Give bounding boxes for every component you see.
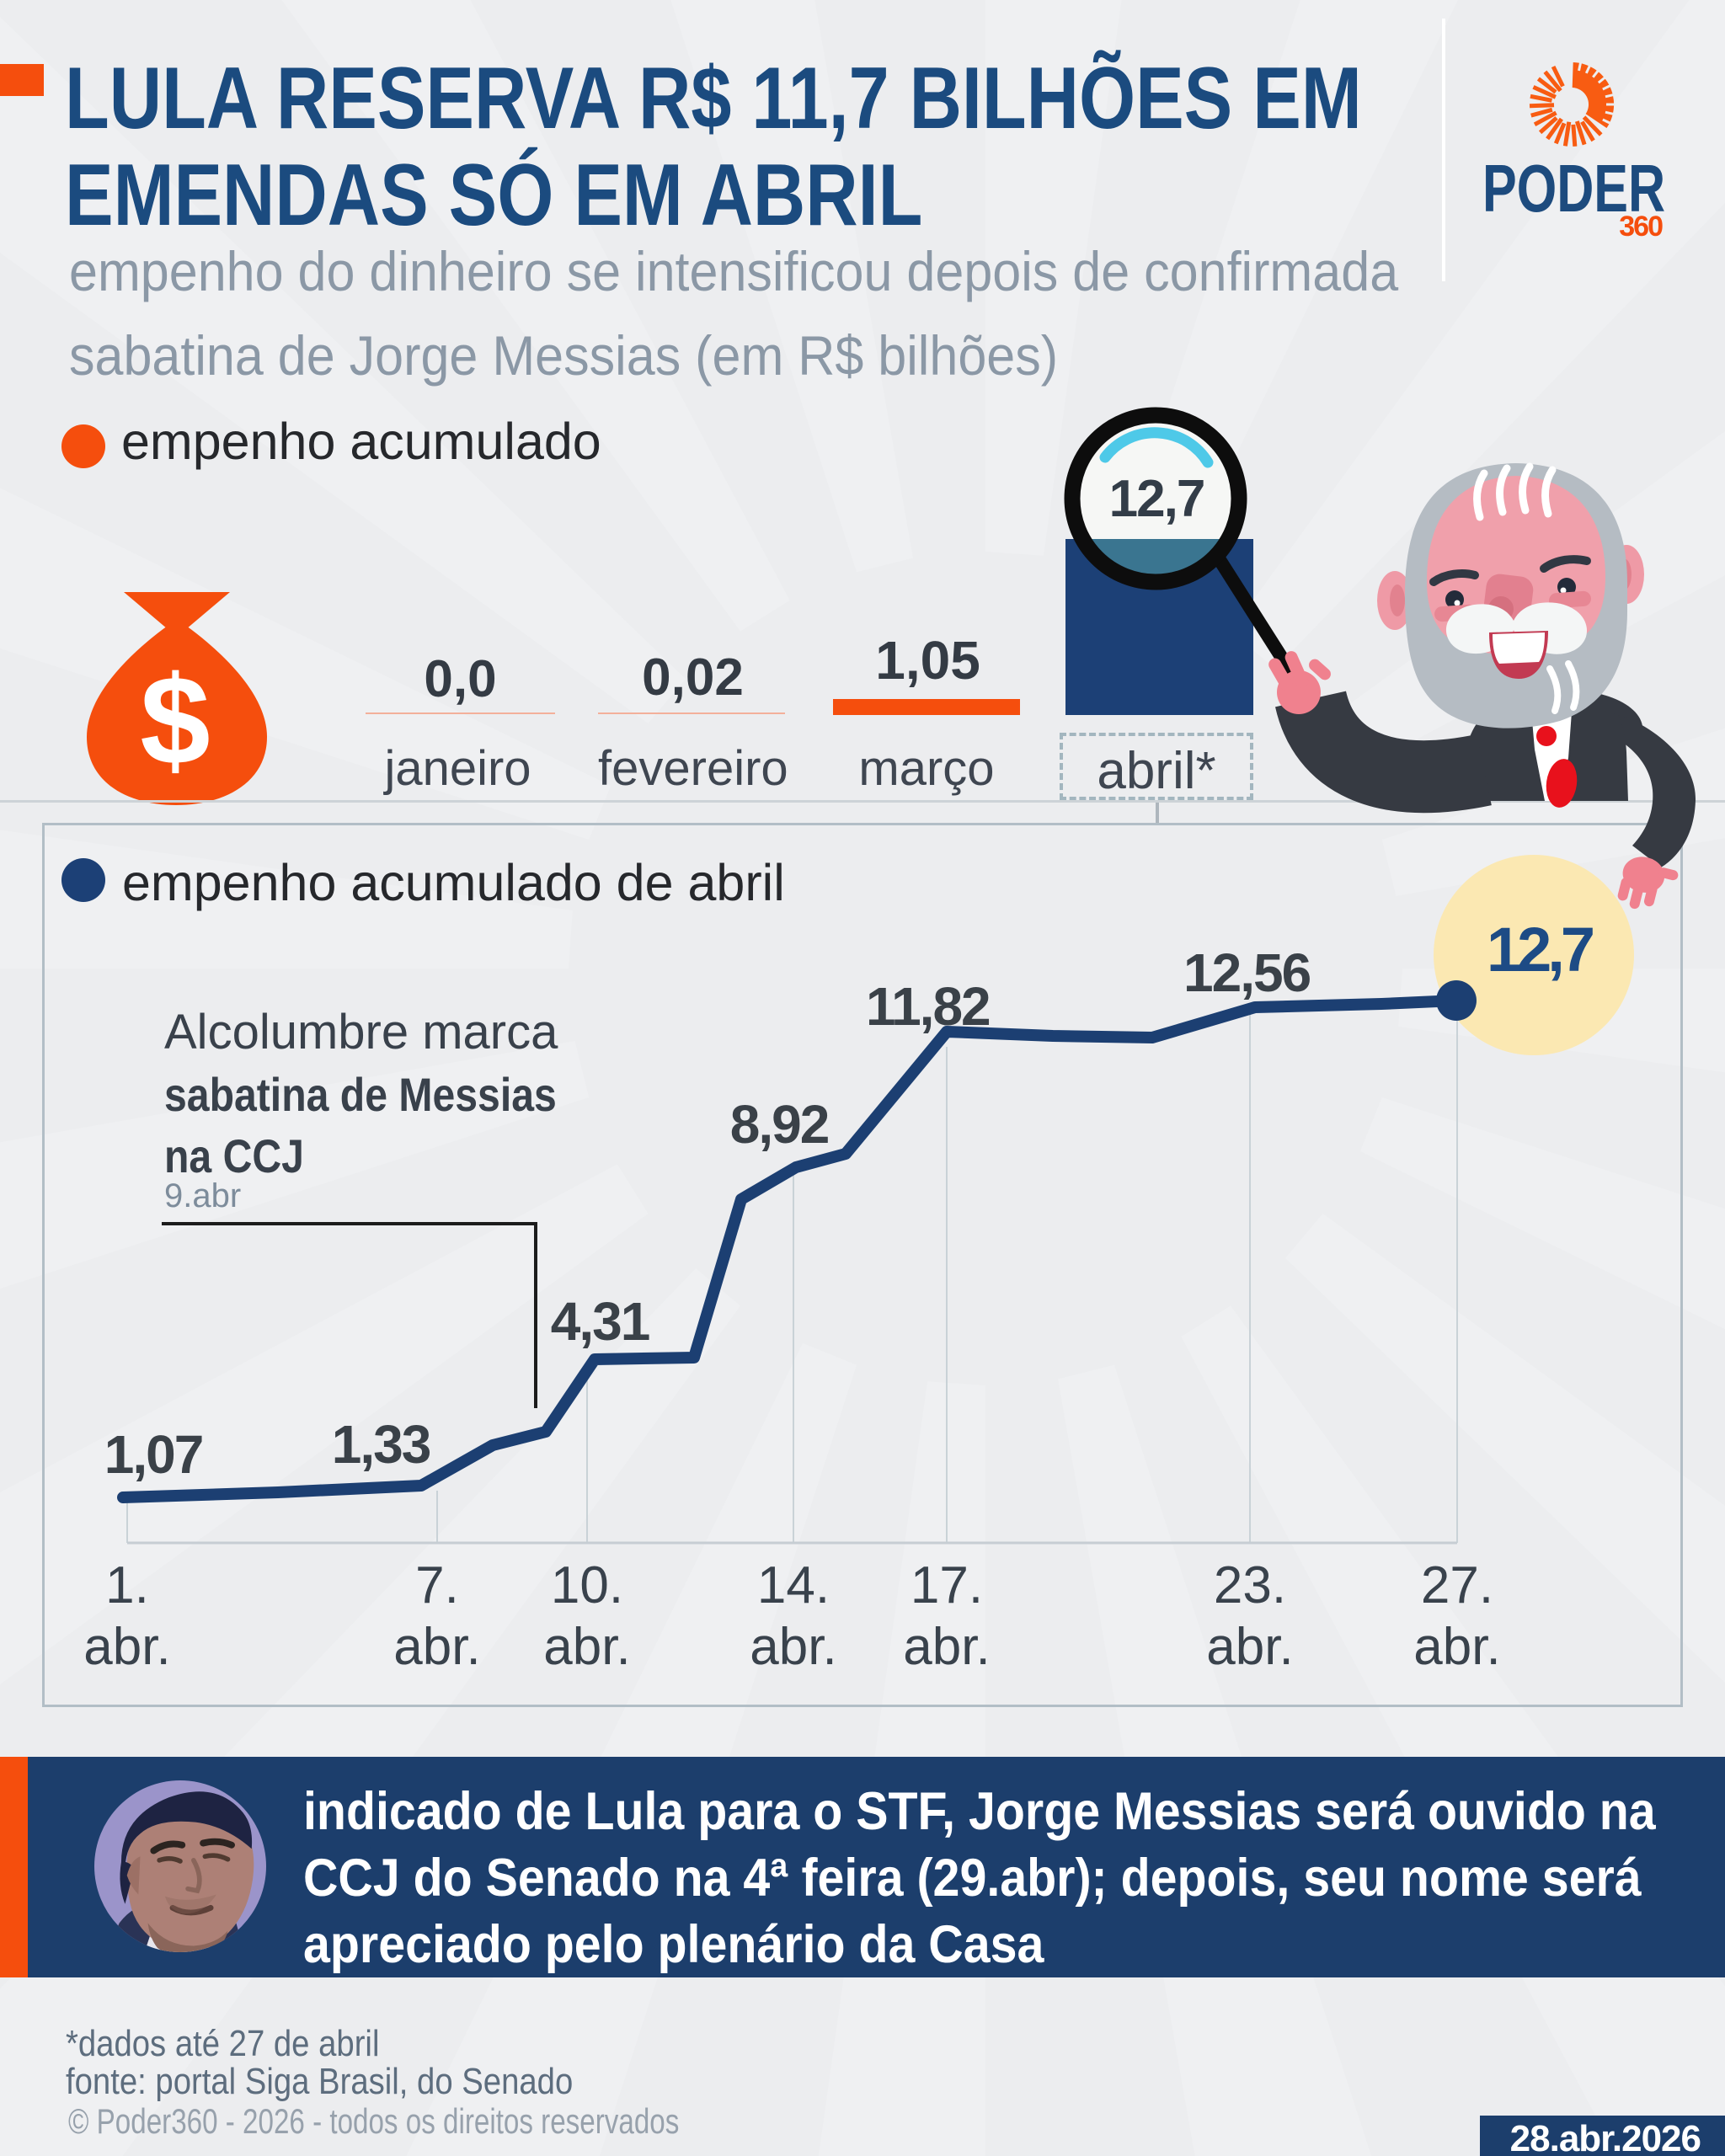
svg-text:12,7: 12,7 [1109, 470, 1204, 528]
svg-text:$: $ [140, 649, 210, 791]
